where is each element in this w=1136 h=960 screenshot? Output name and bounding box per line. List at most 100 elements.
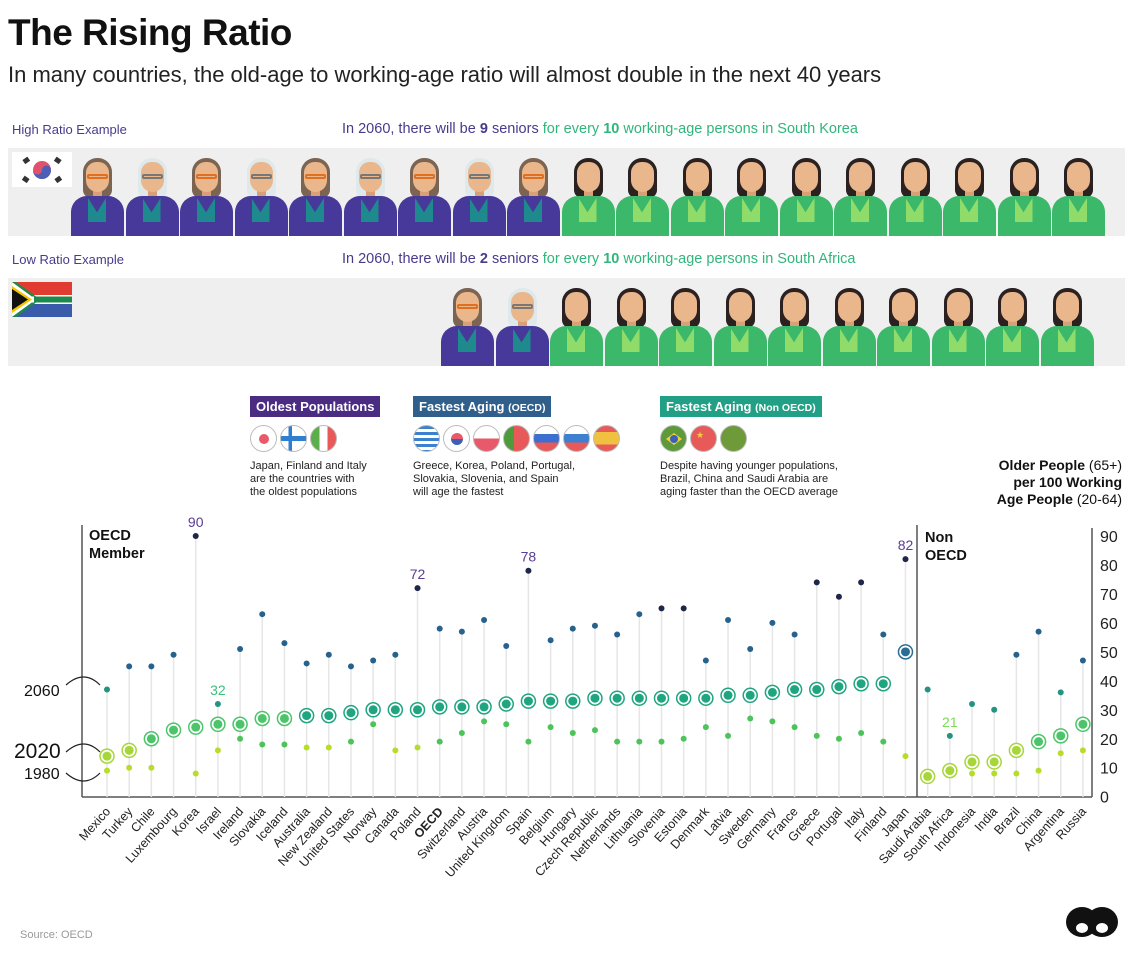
- senior-count: 9: [479, 121, 488, 137]
- dot-1980: [148, 764, 155, 771]
- china-flag-icon: ★: [690, 425, 717, 452]
- dot-2060: [835, 593, 842, 600]
- dot-2060: [702, 657, 709, 664]
- dot-2060: [104, 686, 110, 693]
- dot-2060: [569, 625, 576, 632]
- legend-text-line: Japan, Finland and Italy: [250, 460, 367, 472]
- high-ratio-label: High Ratio Example: [12, 122, 127, 137]
- dot-2020: [279, 713, 289, 723]
- dot-1980: [835, 735, 842, 742]
- worker-person-icon: [658, 278, 713, 366]
- legend-text-line: are the countries with: [250, 473, 355, 485]
- portugal-flag-icon: [503, 425, 530, 452]
- legend-badge-1: Oldest Populations: [250, 396, 381, 417]
- senior-person-icon: [495, 278, 550, 366]
- dot-1980: [747, 715, 754, 722]
- dot-1980: [436, 738, 443, 745]
- dot-2020: [657, 693, 666, 703]
- dot-2020: [368, 705, 378, 715]
- dot-2060: [259, 611, 266, 618]
- legend-text-line: Slovakia, Slovenia, and Spain: [413, 473, 559, 485]
- senior-person-icon: [452, 148, 507, 236]
- dot-2060: [547, 637, 554, 644]
- year-arrow-icon: [65, 772, 101, 782]
- badge-title: Fastest Aging: [666, 399, 752, 414]
- data-label: 90: [188, 514, 204, 530]
- dot-2020: [834, 682, 844, 692]
- dot-1980: [1013, 770, 1020, 777]
- worker-person-icon: [724, 148, 779, 236]
- dot-1980: [791, 724, 798, 731]
- dot-1980: [414, 744, 421, 751]
- senior-person-icon: [397, 148, 452, 236]
- legend-flags: [413, 425, 620, 452]
- legend-text-line: the oldest populations: [250, 486, 358, 498]
- badge-suffix: (OECD): [508, 402, 546, 414]
- legend-text-line: Despite having younger populations,: [660, 460, 838, 472]
- dot-2020: [191, 722, 201, 732]
- y-tick-label: 40: [1100, 674, 1118, 691]
- legend-text-line: Greece, Korea, Poland, Portugal,: [413, 460, 576, 472]
- dot-1980: [214, 747, 221, 754]
- dot-2060: [325, 651, 332, 658]
- worker-person-icon: [942, 148, 997, 236]
- dot-2060: [347, 663, 354, 670]
- dot-1980: [104, 767, 110, 774]
- group-label-line2: Member: [89, 546, 145, 562]
- dot-1980: [192, 770, 199, 777]
- senior-person-icon: [343, 148, 398, 236]
- dot-2020: [257, 713, 267, 723]
- dot-2020: [923, 771, 933, 781]
- dot-1980: [547, 724, 554, 731]
- senior-person-icon: [506, 148, 561, 236]
- dot-2020: [1034, 737, 1044, 747]
- dot-1980: [503, 721, 510, 728]
- worker-person-icon: [985, 278, 1040, 366]
- dot-2020: [435, 702, 445, 712]
- dot-2020: [346, 708, 356, 718]
- dot-2060: [414, 585, 421, 592]
- seniors-word: seniors: [491, 121, 539, 137]
- sentence-pre: In 2060, there will be: [342, 251, 476, 267]
- worker-person-icon: [713, 278, 768, 366]
- legend-badge-2: Fastest Aging (OECD): [413, 396, 552, 417]
- dot-1980: [347, 738, 354, 745]
- worker-count: 10: [603, 121, 620, 137]
- dot-2020: [634, 693, 644, 703]
- dot-1980: [303, 744, 310, 751]
- year-arrow-icon: [65, 743, 101, 753]
- brand-logo-icon: [1064, 902, 1120, 942]
- year-label-1980: 1980: [24, 766, 60, 783]
- finland-flag-icon: [280, 425, 307, 452]
- dot-1980: [991, 770, 998, 777]
- sentence-post: working-age persons in South Korea: [623, 121, 858, 137]
- legend-description: Greece, Korea, Poland, Portugal, Slovakia…: [413, 460, 575, 499]
- worker-count: 10: [603, 251, 620, 267]
- dot-2020: [1056, 731, 1066, 741]
- dot-2020: [523, 696, 533, 706]
- worker-person-icon: [888, 148, 943, 236]
- dot-2060: [1035, 628, 1042, 635]
- dot-1980: [769, 718, 776, 725]
- y-title-line1: Older People: [998, 457, 1086, 473]
- sentence-pre: In 2060, there will be: [342, 121, 476, 137]
- y-tick-label: 60: [1100, 616, 1118, 633]
- dot-1980: [569, 729, 576, 736]
- legend-flags: ★: [660, 425, 747, 452]
- dot-1980: [370, 721, 377, 728]
- dot-2060: [281, 640, 288, 647]
- y-tick-label: 30: [1100, 703, 1118, 720]
- dot-2060: [969, 700, 976, 707]
- dot-2020: [701, 693, 711, 703]
- dot-1980: [392, 747, 399, 754]
- dot-2060: [991, 706, 998, 713]
- dot-2060: [392, 651, 399, 658]
- senior-person-icon: [125, 148, 180, 236]
- dot-1980: [880, 738, 887, 745]
- poland-flag-icon: [473, 425, 500, 452]
- badge-title: Fastest Aging: [419, 399, 505, 414]
- dot-2060: [458, 628, 465, 635]
- dot-1980: [614, 738, 621, 745]
- dot-1980: [259, 741, 266, 748]
- dot-2060: [946, 732, 953, 739]
